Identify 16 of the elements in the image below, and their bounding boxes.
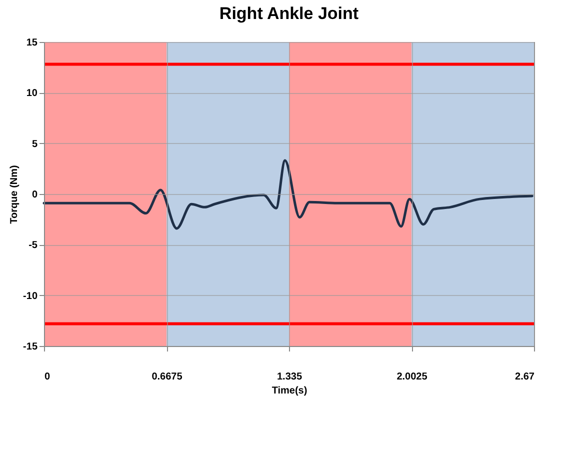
y-tick-label: 5 — [32, 138, 38, 150]
y-tick-label: 10 — [26, 88, 38, 100]
x-tick-label: 0.6675 — [152, 372, 183, 382]
y-tick-label: 0 — [32, 190, 38, 200]
y-axis-title: Torque (Nm) — [9, 165, 20, 224]
y-tick-label: -15 — [23, 342, 38, 352]
chart-title: Right Ankle Joint — [219, 4, 359, 23]
x-tick-label: 1.335 — [276, 372, 302, 382]
y-tick-label: 15 — [26, 38, 38, 48]
x-tick-label: 0 — [44, 372, 50, 382]
line-series — [42, 159, 534, 230]
x-tick-label: 2.0025 — [396, 372, 428, 382]
x-axis-title: Time(s) — [272, 386, 308, 396]
y-tick-label: -10 — [23, 290, 38, 302]
y-tick-label: -5 — [28, 240, 38, 252]
x-tick-label: 2.67 — [515, 372, 535, 382]
